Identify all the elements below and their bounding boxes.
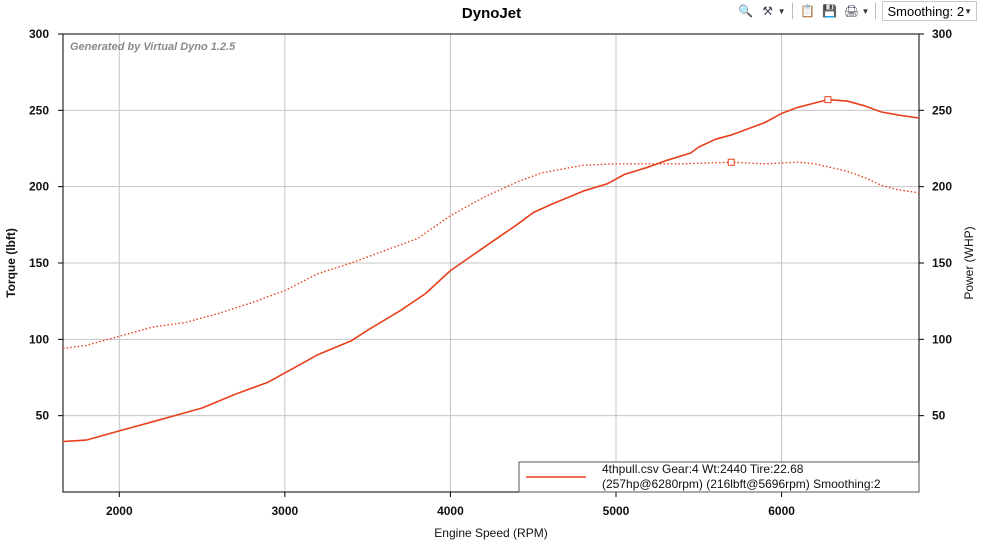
x-tick-label: 2000 xyxy=(106,504,133,518)
right-tick-label: 200 xyxy=(932,180,952,194)
paste-icon[interactable]: 📋 xyxy=(800,4,816,18)
left-tick-label: 150 xyxy=(29,256,49,270)
right-axis-ticks: 50 100 150 200 250 300 xyxy=(919,27,952,423)
chart-title: DynoJet xyxy=(461,5,522,22)
toolbar-divider xyxy=(791,3,793,19)
legend-text-2: (257hp@6280rpm) (216lbft@5696rpm) Smooth… xyxy=(602,477,881,491)
chevron-down-icon: ▼ xyxy=(964,6,972,16)
right-tick-label: 300 xyxy=(932,27,952,41)
left-axis-ticks: 50 100 150 200 250 300 xyxy=(29,27,63,423)
peak-marker xyxy=(727,158,735,166)
right-tick-label: 50 xyxy=(932,409,946,423)
smoothing-dropdown[interactable]: Smoothing: 2 ▼ xyxy=(882,1,977,21)
x-tick-label: 3000 xyxy=(272,504,299,518)
x-tick-label: 6000 xyxy=(768,504,795,518)
power-series-line xyxy=(62,161,920,350)
tools-icon[interactable]: ⚒ xyxy=(762,4,773,18)
right-tick-label: 250 xyxy=(932,103,952,117)
torque-series-line xyxy=(62,98,920,443)
left-tick-label: 50 xyxy=(36,409,50,423)
toolbar: 🔍 ⚒ ▼ 📋 💾 🖨 ▼ Smoothing: 2 ▼ xyxy=(737,1,977,21)
left-tick-label: 250 xyxy=(29,103,49,117)
toolbar-divider xyxy=(875,3,877,19)
print-icon[interactable]: 🖨 xyxy=(843,4,860,18)
save-icon[interactable]: 💾 xyxy=(822,4,838,18)
series-group xyxy=(62,98,920,443)
zoom-icon[interactable]: 🔍 xyxy=(738,4,754,18)
x-axis-ticks: 2000 3000 4000 5000 6000 xyxy=(106,492,795,518)
smoothing-label: Smoothing: 2 xyxy=(887,3,965,19)
x-axis-label: Engine Speed (RPM) xyxy=(434,526,547,540)
right-axis-label: Power (WHP) xyxy=(962,226,976,299)
watermark: Generated by Virtual Dyno 1.2.5 xyxy=(70,41,236,53)
x-tick-label: 4000 xyxy=(437,504,464,518)
legend-text-1: 4thpull.csv Gear:4 Wt:2440 Tire:22.68 xyxy=(602,462,804,476)
left-tick-label: 200 xyxy=(29,180,49,194)
legend: 4thpull.csv Gear:4 Wt:2440 Tire:22.68 (2… xyxy=(518,461,920,493)
markers-group xyxy=(727,96,832,166)
left-tick-label: 300 xyxy=(29,27,49,41)
peak-marker xyxy=(824,96,832,104)
chevron-down-icon[interactable]: ▼ xyxy=(861,6,870,16)
grid xyxy=(63,34,919,492)
left-axis-label: Torque (lbft) xyxy=(4,228,18,298)
right-tick-label: 150 xyxy=(932,256,952,270)
left-tick-label: 100 xyxy=(29,332,49,346)
x-tick-label: 5000 xyxy=(603,504,630,518)
right-tick-label: 100 xyxy=(932,332,952,346)
chevron-down-icon[interactable]: ▼ xyxy=(777,6,786,16)
